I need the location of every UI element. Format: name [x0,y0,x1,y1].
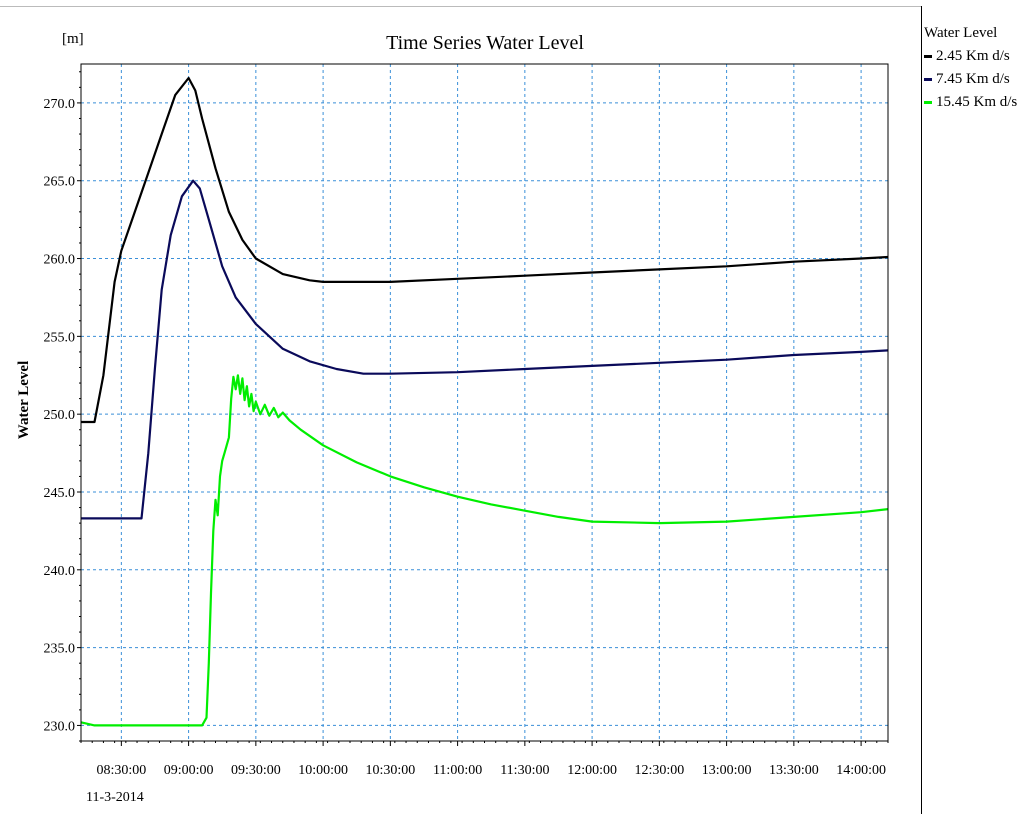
x-tick-label: 11:00:00 [433,763,482,778]
axis-ticks [77,71,889,746]
x-tick-label: 09:00:00 [164,763,214,778]
date-label: 11-3-2014 [86,790,144,805]
legend-divider [921,6,922,814]
y-tick-label: 235.0 [44,642,76,657]
x-tick-label: 10:00:00 [298,763,348,778]
y-axis-label: Water Level [16,361,32,439]
y-tick-label: 230.0 [44,719,76,734]
x-tick-label: 13:30:00 [769,763,819,778]
x-tick-label: 11:30:00 [500,763,549,778]
x-tick-label: 13:00:00 [702,763,752,778]
series-lines [80,76,889,727]
plot-area-frame [80,63,889,742]
y-tick-label: 270.0 [44,97,76,112]
legend-item: 7.45 Km d/s [924,68,1017,91]
y-tick-label: 255.0 [44,330,76,345]
legend-title: Water Level [924,25,998,41]
legend-swatch [924,55,932,59]
x-tick-labels: 08:30:00 09:00:00 09:30:00 10:00:00 10:30:00… [96,763,886,778]
series-line [81,179,889,520]
x-tick-label: 12:30:00 [634,763,684,778]
legend: Water Level 2.45 Km d/s 7.45 Km d/s 15.45 … [924,22,1017,114]
y-tick-label: 265.0 [44,175,76,190]
y-unit-label: [m] [62,31,84,47]
y-tick-label: 250.0 [44,408,76,423]
legend-item: 15.45 Km d/s [924,91,1017,114]
legend-label: 7.45 Km d/s [936,71,1010,87]
legend-label: 15.45 Km d/s [936,94,1018,110]
chart-title: Time Series Water Level [386,32,584,54]
top-border [0,6,921,7]
legend-label: 2.45 Km d/s [936,48,1010,64]
legend-swatch [924,78,932,82]
series-line [80,374,889,727]
series-line [81,76,889,424]
legend-item: 2.45 Km d/s [924,45,1017,68]
grid [81,64,888,741]
x-tick-label: 12:00:00 [567,763,617,778]
x-tick-label: 10:30:00 [365,763,415,778]
x-tick-label: 09:30:00 [231,763,281,778]
y-tick-label: 260.0 [44,253,76,268]
y-tick-labels: 230.0 235.0 240.0 245.0 250.0 255.0 260.0 265.0… [44,97,76,735]
x-tick-label: 14:00:00 [836,763,886,778]
legend-swatch [924,101,932,105]
x-tick-label: 08:30:00 [96,763,146,778]
y-tick-label: 240.0 [44,564,76,579]
y-tick-label: 245.0 [44,486,76,501]
